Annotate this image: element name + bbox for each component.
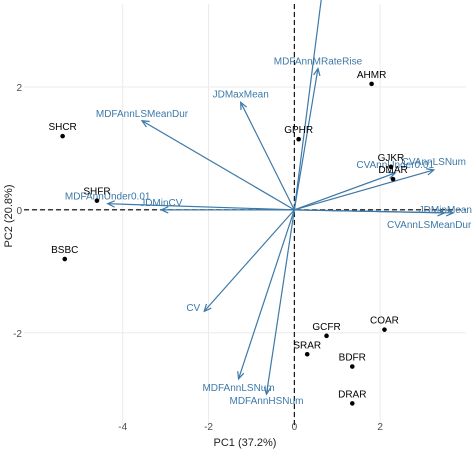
vector-label: CV bbox=[186, 303, 200, 314]
vector-label: MDFAnnUnder0.01 bbox=[65, 192, 151, 203]
vector-line bbox=[294, 209, 445, 214]
point-marker bbox=[296, 136, 301, 142]
vector-3: MDFAnnLSMeanDur bbox=[96, 109, 295, 211]
y-axis-title: PC2 (20.8%) bbox=[3, 185, 15, 248]
point-label: SHCR bbox=[48, 122, 76, 133]
vector-arrowhead bbox=[237, 371, 245, 381]
vector-1: MDFAnnMRateRise bbox=[274, 57, 363, 210]
vector-label: MDFAnnHSNum bbox=[230, 396, 304, 407]
y-tick-label-0: -2 bbox=[13, 329, 22, 340]
vector-7: CVAnnUnder0.01 bbox=[294, 160, 434, 211]
vector-arrowhead bbox=[263, 386, 272, 396]
vector-arrowhead bbox=[445, 209, 455, 217]
point-label: SRAR bbox=[293, 340, 321, 351]
vector-6: CV bbox=[186, 209, 295, 314]
point-marker bbox=[349, 364, 355, 369]
point-label: AHMR bbox=[357, 70, 386, 81]
vector-line bbox=[203, 209, 295, 312]
vector-12: MDFAnnHSNum bbox=[230, 209, 304, 407]
point-label: GJKR bbox=[378, 153, 405, 164]
tick-labels: -4 -2 0 2 -2 0 2 bbox=[13, 83, 383, 433]
vector-line bbox=[237, 209, 295, 380]
point-marker bbox=[94, 198, 100, 203]
vector-arrowhead bbox=[159, 206, 169, 214]
vector-arrowhead bbox=[203, 303, 212, 313]
point-9: COAR bbox=[370, 316, 399, 332]
point-marker bbox=[60, 133, 65, 139]
vector-10: CVAnnLSMeanDur bbox=[294, 209, 472, 231]
point-10: GCFR bbox=[312, 322, 341, 339]
point-11: SRAR bbox=[293, 340, 321, 357]
vector-arrowhead bbox=[426, 168, 436, 176]
vector-label: JDMinCV bbox=[140, 198, 183, 209]
x-tick-label-0: -4 bbox=[118, 422, 127, 433]
point-marker bbox=[390, 176, 396, 182]
x-axis-title: PC1 (37.2%) bbox=[214, 437, 277, 449]
y-tick-label-2: 2 bbox=[16, 83, 22, 94]
point-marker bbox=[304, 351, 310, 357]
vector-0: MDFAnnHSMeanDur bbox=[293, 0, 322, 210]
vector-5: JDMinCV bbox=[140, 198, 295, 214]
point-3: GPHR bbox=[284, 125, 313, 142]
point-label: SHFR bbox=[83, 187, 110, 198]
vector-line bbox=[107, 203, 295, 211]
vector-line bbox=[240, 102, 295, 211]
point-label: BSBC bbox=[51, 245, 78, 256]
vector-line bbox=[294, 172, 396, 211]
vector-2: JDMaxMean bbox=[213, 89, 295, 211]
vector-label: MDFAnnMRateRise bbox=[274, 57, 363, 68]
point-marker bbox=[324, 333, 329, 339]
point-marker bbox=[382, 327, 387, 332]
x-tick-label-1: -2 bbox=[204, 422, 213, 433]
point-marker bbox=[62, 256, 68, 262]
vector-label: JDMaxMean bbox=[213, 89, 269, 100]
point-marker bbox=[349, 401, 355, 406]
point-12: BDFR bbox=[339, 353, 366, 369]
vector-arrowhead bbox=[240, 101, 248, 111]
point-marker bbox=[388, 164, 394, 170]
vector-label: CVAnnUnder0.01 bbox=[356, 160, 434, 171]
vector-label: MDFAnnLSMeanDur bbox=[96, 109, 189, 120]
point-2: AHMR bbox=[357, 70, 386, 87]
vector-arrowhead bbox=[437, 209, 446, 217]
point-5: GJKR bbox=[378, 153, 405, 170]
point-6: DMAR bbox=[378, 165, 408, 182]
point-4: SHCR bbox=[48, 122, 77, 139]
point-label: BDFR bbox=[339, 353, 366, 364]
vector-line bbox=[141, 120, 295, 211]
score-points: MHMROODRAHMRGPHRSHCRGJKRDMARSHFRBSBCCOAR… bbox=[48, 70, 408, 406]
point-label: DMAR bbox=[378, 165, 407, 176]
vector-11: MDFAnnLSNum bbox=[202, 209, 295, 394]
point-13: DRAR bbox=[338, 389, 366, 406]
vector-label: CVAnnLSNum bbox=[402, 157, 466, 168]
vector-arrowhead bbox=[106, 200, 116, 208]
point-7: SHFR bbox=[83, 187, 111, 203]
vector-label: JDMinMean bbox=[419, 205, 472, 216]
vector-line bbox=[293, 0, 322, 210]
vector-line bbox=[293, 68, 319, 210]
point-label: DRAR bbox=[338, 389, 366, 400]
vector-label: MDFAnnLSNum bbox=[202, 383, 274, 394]
vector-line bbox=[294, 169, 434, 211]
loading-vectors: MDFAnnHSMeanDurMDFAnnMRateRise JDMaxMean M… bbox=[65, 0, 472, 407]
point-label: GPHR bbox=[284, 125, 313, 136]
x-tick-label-3: 2 bbox=[377, 422, 383, 433]
vector-label: CVAnnLSMeanDur bbox=[387, 220, 472, 231]
x-tick-label-2: 0 bbox=[292, 422, 298, 433]
vector-line bbox=[265, 209, 295, 395]
vector-8: CVAnnLSNum bbox=[294, 157, 466, 211]
y-tick-label-1: 0 bbox=[16, 206, 22, 217]
vector-arrowhead bbox=[387, 171, 397, 179]
vector-4: MDFAnnUnder0.01 bbox=[65, 192, 295, 211]
point-marker bbox=[369, 81, 374, 87]
point-label: COAR bbox=[370, 316, 399, 327]
point-label: GCFR bbox=[312, 322, 340, 333]
vector-arrowhead bbox=[313, 67, 321, 77]
vector-arrowhead bbox=[140, 120, 150, 128]
point-8: BSBC bbox=[51, 245, 78, 262]
